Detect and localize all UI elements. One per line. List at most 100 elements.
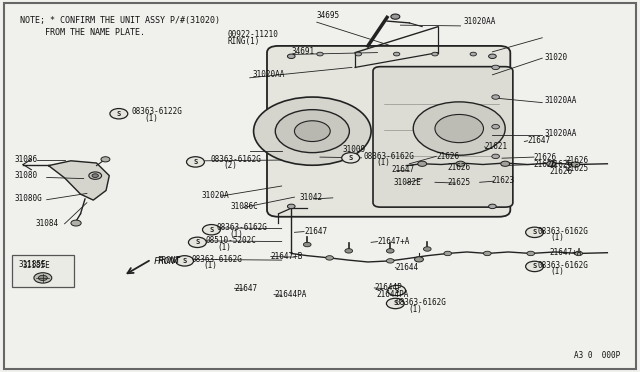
Circle shape xyxy=(287,204,295,209)
Text: 31185E: 31185E xyxy=(19,260,46,269)
Circle shape xyxy=(527,251,534,256)
FancyBboxPatch shape xyxy=(373,67,513,207)
Text: 08363-6162G: 08363-6162G xyxy=(396,298,446,307)
Text: 21647+B: 21647+B xyxy=(271,252,303,261)
Circle shape xyxy=(317,52,323,56)
Text: 21626: 21626 xyxy=(448,163,471,172)
Circle shape xyxy=(175,256,193,266)
Text: 08363-6162G: 08363-6162G xyxy=(216,223,268,232)
Circle shape xyxy=(342,153,360,163)
Circle shape xyxy=(303,242,311,247)
Text: S: S xyxy=(182,258,187,264)
Circle shape xyxy=(202,225,220,235)
Text: FRONT: FRONT xyxy=(154,257,181,266)
Text: 21647+A: 21647+A xyxy=(378,237,410,246)
Text: 21644P: 21644P xyxy=(374,283,402,292)
Circle shape xyxy=(345,248,353,253)
Text: 21647+A: 21647+A xyxy=(550,248,582,257)
Circle shape xyxy=(326,256,333,260)
Circle shape xyxy=(275,110,349,153)
Text: 08363-6122G: 08363-6122G xyxy=(132,108,182,116)
Text: 21626: 21626 xyxy=(436,152,460,161)
Circle shape xyxy=(34,273,52,283)
Text: (1): (1) xyxy=(229,230,243,239)
Circle shape xyxy=(387,259,394,263)
Circle shape xyxy=(355,52,362,56)
Circle shape xyxy=(470,52,476,56)
Text: 31020AA: 31020AA xyxy=(545,128,577,138)
Circle shape xyxy=(413,102,505,155)
Text: 31009: 31009 xyxy=(342,145,365,154)
FancyBboxPatch shape xyxy=(12,254,74,287)
Text: A3 0  000P: A3 0 000P xyxy=(574,351,620,360)
Text: 08363-6162G: 08363-6162G xyxy=(537,227,588,236)
Text: (1): (1) xyxy=(408,305,422,314)
Text: 31185E: 31185E xyxy=(22,261,50,270)
Circle shape xyxy=(110,109,128,119)
Text: S: S xyxy=(532,263,537,269)
FancyBboxPatch shape xyxy=(267,46,510,217)
Text: 21644PA: 21644PA xyxy=(274,290,307,299)
Text: 21626: 21626 xyxy=(534,153,557,161)
Circle shape xyxy=(415,257,424,262)
Circle shape xyxy=(571,162,580,167)
Text: (1): (1) xyxy=(204,261,218,270)
FancyBboxPatch shape xyxy=(4,3,636,369)
Text: 21647: 21647 xyxy=(392,165,415,174)
Circle shape xyxy=(186,157,204,167)
Text: 34695: 34695 xyxy=(317,11,340,20)
Circle shape xyxy=(547,161,556,166)
Text: 31080: 31080 xyxy=(15,171,38,180)
Text: FRONT: FRONT xyxy=(157,256,180,264)
Text: 21647: 21647 xyxy=(304,227,327,236)
Text: (2): (2) xyxy=(223,161,237,170)
Text: (1): (1) xyxy=(376,158,390,167)
Text: 08363-6162G: 08363-6162G xyxy=(364,152,414,161)
Circle shape xyxy=(456,161,465,166)
Text: 21626: 21626 xyxy=(534,160,557,169)
Text: FROM THE NAME PLATE.: FROM THE NAME PLATE. xyxy=(45,29,145,38)
Text: 08510-5202C: 08510-5202C xyxy=(205,236,256,246)
Circle shape xyxy=(287,54,295,58)
Circle shape xyxy=(294,121,330,141)
Text: 31020AA: 31020AA xyxy=(545,96,577,105)
Text: (1): (1) xyxy=(550,233,564,243)
Text: S: S xyxy=(209,227,214,233)
Circle shape xyxy=(492,65,499,70)
Text: S: S xyxy=(116,111,121,117)
Circle shape xyxy=(71,220,81,226)
Circle shape xyxy=(424,247,431,251)
Circle shape xyxy=(575,251,582,256)
Text: 21647: 21647 xyxy=(527,136,550,145)
Circle shape xyxy=(500,161,509,166)
Text: 31082E: 31082E xyxy=(394,178,421,187)
Circle shape xyxy=(525,261,543,272)
Text: NOTE; * CONFIRM THE UNIT ASSY P/#(31020): NOTE; * CONFIRM THE UNIT ASSY P/#(31020) xyxy=(20,16,220,25)
Polygon shape xyxy=(49,161,109,200)
Text: 21644PA: 21644PA xyxy=(376,290,408,299)
Circle shape xyxy=(391,14,400,19)
Text: (1): (1) xyxy=(550,267,564,276)
Text: 00922-11210: 00922-11210 xyxy=(227,30,278,39)
Text: 31020: 31020 xyxy=(545,52,568,61)
Text: 21644: 21644 xyxy=(396,263,419,272)
Text: 31080G: 31080G xyxy=(15,194,42,203)
Circle shape xyxy=(101,157,110,162)
Circle shape xyxy=(432,52,438,56)
Text: 08363-6162G: 08363-6162G xyxy=(537,261,588,270)
Circle shape xyxy=(89,172,102,179)
Text: 21623: 21623 xyxy=(491,176,515,185)
Text: 31084: 31084 xyxy=(36,219,59,228)
Circle shape xyxy=(483,251,491,256)
Circle shape xyxy=(388,285,406,296)
Text: 21626: 21626 xyxy=(550,167,573,176)
Text: S: S xyxy=(394,288,399,294)
Text: S: S xyxy=(393,301,397,307)
Circle shape xyxy=(444,251,452,256)
Circle shape xyxy=(488,204,496,209)
Text: 31020A: 31020A xyxy=(202,191,230,200)
Text: 21625: 21625 xyxy=(566,164,589,173)
Text: 31086C: 31086C xyxy=(230,202,259,211)
Circle shape xyxy=(435,115,483,142)
Text: S: S xyxy=(195,239,200,245)
